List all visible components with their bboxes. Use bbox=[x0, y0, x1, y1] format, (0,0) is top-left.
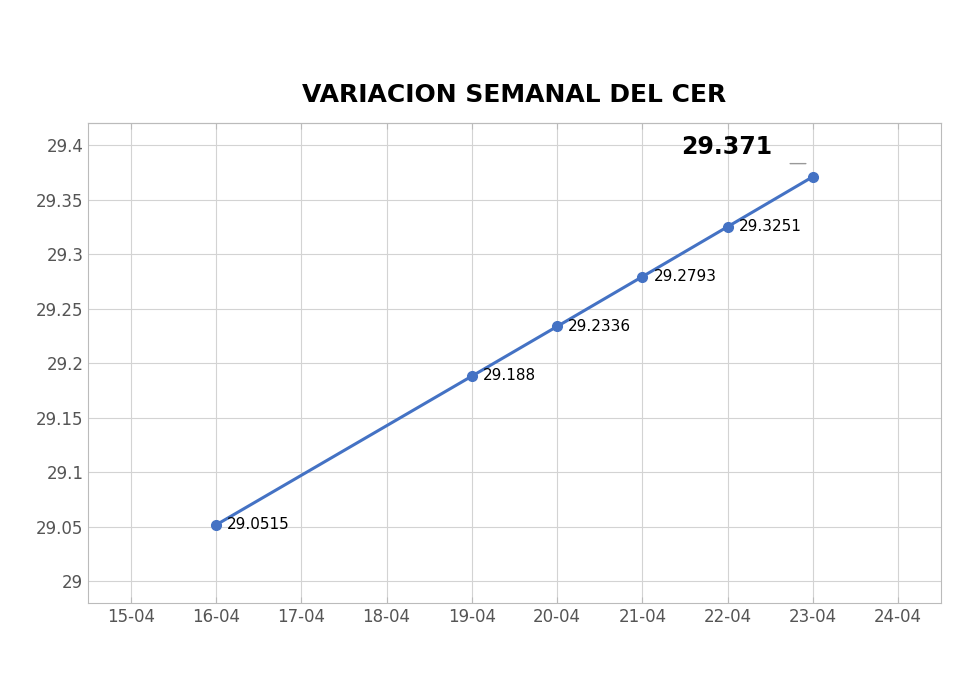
Text: 29.0515: 29.0515 bbox=[227, 517, 290, 532]
Text: 29.188: 29.188 bbox=[483, 369, 536, 384]
Text: 29.2336: 29.2336 bbox=[568, 319, 631, 334]
Text: 29.2793: 29.2793 bbox=[654, 269, 716, 284]
Text: 29.371: 29.371 bbox=[681, 136, 772, 160]
Text: 29.3251: 29.3251 bbox=[739, 219, 802, 234]
Title: VARIACION SEMANAL DEL CER: VARIACION SEMANAL DEL CER bbox=[303, 84, 726, 108]
